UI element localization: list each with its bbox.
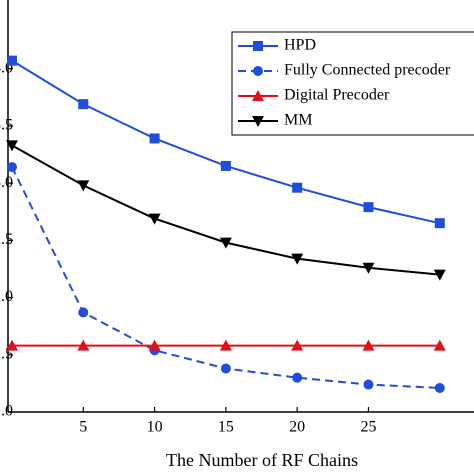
x-axis-label: The Number of RF Chains: [166, 450, 358, 470]
y-tick-label: 2.0: [0, 288, 13, 305]
marker: [433, 339, 446, 351]
marker: [78, 99, 89, 110]
marker: [363, 202, 374, 213]
marker: [77, 339, 90, 351]
marker: [6, 55, 17, 66]
marker: [78, 307, 89, 318]
marker: [77, 180, 90, 192]
marker: [6, 162, 17, 173]
marker: [434, 218, 445, 229]
marker: [292, 372, 303, 383]
x-tick-label: 25: [360, 419, 376, 436]
x-tick-label: 20: [289, 419, 305, 436]
marker: [220, 160, 231, 171]
x-tick-label: 10: [147, 419, 163, 436]
legend-box: [231, 31, 474, 136]
marker: [433, 269, 446, 281]
marker: [148, 213, 161, 225]
marker: [220, 363, 231, 374]
y-tick-label: 3.0: [0, 174, 13, 191]
x-tick-label: 15: [218, 419, 234, 436]
legend-label: Digital Precoder: [284, 87, 390, 104]
legend-marker: [252, 90, 264, 101]
y-tick-label: 1.0: [0, 403, 13, 420]
marker: [291, 339, 304, 351]
legend-marker: [253, 66, 263, 76]
y-tick-label: 2.5: [0, 231, 13, 248]
x-tick-label: 5: [79, 419, 87, 436]
marker: [219, 237, 232, 249]
legend-marker: [252, 116, 264, 127]
marker: [5, 140, 18, 152]
marker: [362, 262, 375, 274]
y-tick-label: 3.5: [0, 117, 13, 134]
legend-marker: [253, 41, 263, 51]
marker: [219, 339, 232, 351]
marker: [363, 379, 374, 390]
marker: [291, 253, 304, 265]
marker: [362, 339, 375, 351]
legend-label: Fully Connected precoder: [284, 62, 451, 79]
series-line: [11, 166, 440, 389]
marker: [434, 382, 445, 393]
marker: [292, 182, 303, 193]
legend-label: HPD: [284, 37, 316, 54]
marker: [148, 339, 161, 351]
marker: [149, 133, 160, 144]
legend-label: MM: [284, 112, 312, 129]
marker: [5, 339, 18, 351]
